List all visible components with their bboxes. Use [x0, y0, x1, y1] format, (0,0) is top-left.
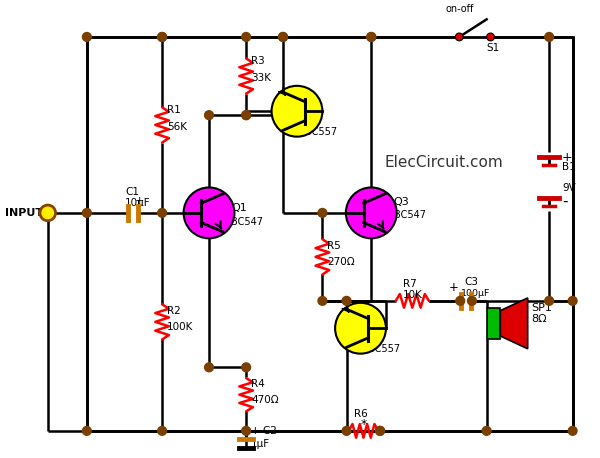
Text: 9V: 9V	[562, 183, 575, 193]
Circle shape	[376, 426, 385, 435]
Circle shape	[82, 426, 91, 435]
Text: Q4: Q4	[368, 332, 384, 342]
Text: 56K: 56K	[167, 122, 187, 132]
Text: R6: R6	[353, 409, 367, 419]
Circle shape	[278, 33, 287, 41]
Circle shape	[342, 296, 351, 305]
Text: R2: R2	[167, 306, 181, 316]
Circle shape	[456, 296, 464, 305]
Text: 100K: 100K	[167, 322, 193, 332]
Circle shape	[40, 205, 56, 221]
Text: 8Ω: 8Ω	[532, 314, 547, 324]
Text: +: +	[448, 281, 458, 294]
Bar	[87, 37, 572, 431]
Text: SP1: SP1	[532, 303, 553, 313]
Text: +: +	[135, 196, 145, 206]
Circle shape	[568, 426, 577, 435]
Text: 10K: 10K	[403, 290, 422, 300]
Text: 100µF: 100µF	[461, 289, 491, 298]
Circle shape	[205, 363, 214, 372]
Text: B1: B1	[562, 162, 575, 172]
Text: R4: R4	[251, 379, 265, 389]
Circle shape	[82, 33, 91, 41]
Circle shape	[545, 33, 554, 41]
Text: 470Ω: 470Ω	[251, 394, 278, 404]
Circle shape	[335, 303, 386, 354]
Text: 10µF: 10µF	[125, 198, 151, 208]
Polygon shape	[500, 298, 527, 349]
Text: on-off: on-off	[446, 4, 474, 14]
Circle shape	[242, 33, 251, 41]
Text: 270Ω: 270Ω	[327, 256, 355, 267]
Circle shape	[242, 426, 251, 435]
Text: Q2: Q2	[305, 115, 320, 125]
Text: C1: C1	[125, 187, 139, 197]
Text: S1: S1	[487, 43, 500, 53]
Circle shape	[158, 208, 166, 217]
Circle shape	[367, 33, 376, 41]
Circle shape	[467, 296, 476, 305]
Text: BC557: BC557	[368, 344, 400, 354]
Circle shape	[376, 426, 385, 435]
Bar	[487, 308, 500, 339]
Text: Q3: Q3	[394, 197, 410, 207]
Text: BC547: BC547	[394, 210, 426, 220]
Text: ElecCircuit.com: ElecCircuit.com	[384, 154, 503, 169]
Text: C3: C3	[464, 277, 478, 287]
Circle shape	[82, 208, 91, 217]
Circle shape	[568, 296, 577, 305]
Circle shape	[482, 426, 491, 435]
Text: *: *	[361, 418, 367, 431]
Circle shape	[158, 33, 166, 41]
Text: Q1: Q1	[232, 203, 247, 213]
Text: BC547: BC547	[232, 217, 263, 227]
Circle shape	[455, 33, 463, 41]
Text: INPUT: INPUT	[5, 208, 43, 218]
Circle shape	[278, 33, 287, 41]
Circle shape	[545, 296, 554, 305]
Circle shape	[184, 187, 235, 238]
Text: R1: R1	[167, 105, 181, 115]
Circle shape	[242, 111, 251, 120]
Circle shape	[272, 86, 322, 136]
Circle shape	[342, 426, 351, 435]
Text: 33K: 33K	[251, 73, 271, 83]
Text: 1µF: 1µF	[251, 440, 270, 449]
Circle shape	[318, 296, 327, 305]
Text: R5: R5	[327, 241, 341, 251]
Circle shape	[242, 363, 251, 372]
Text: R3: R3	[251, 56, 265, 66]
Text: -: -	[562, 194, 568, 209]
Circle shape	[367, 33, 376, 41]
Circle shape	[346, 187, 397, 238]
Circle shape	[487, 33, 494, 41]
Text: + C2: + C2	[251, 426, 277, 436]
Circle shape	[158, 426, 166, 435]
Text: R7: R7	[403, 279, 416, 289]
Text: BC557: BC557	[305, 127, 337, 136]
Circle shape	[242, 111, 251, 120]
Circle shape	[205, 111, 214, 120]
Circle shape	[158, 33, 166, 41]
Circle shape	[318, 208, 327, 217]
Text: +: +	[562, 151, 572, 164]
